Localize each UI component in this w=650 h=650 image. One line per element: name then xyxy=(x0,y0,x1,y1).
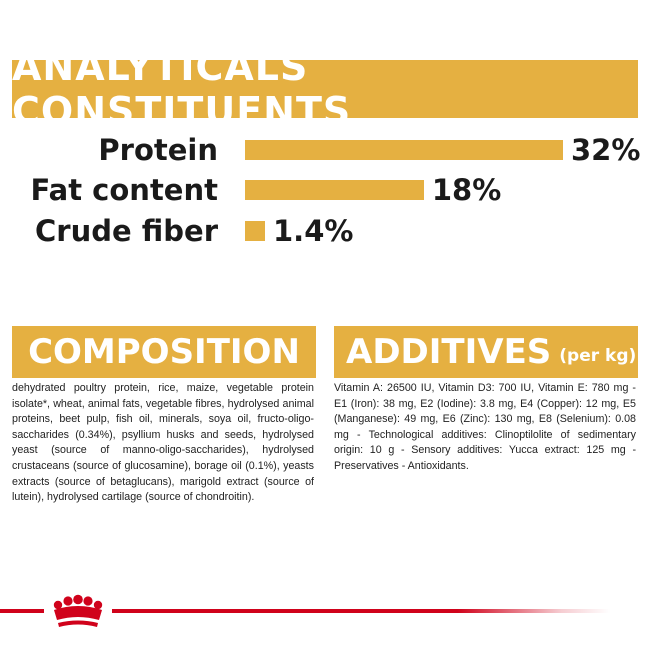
footer-divider xyxy=(0,609,610,613)
additives-subtitle: (per kg) xyxy=(559,346,637,366)
analytics-title: ANALYTICALS CONSTITUENTS xyxy=(12,45,352,133)
composition-header: COMPOSITION xyxy=(12,326,316,378)
composition-title: COMPOSITION xyxy=(28,332,300,372)
additives-text: Vitamin A: 26500 IU, Vitamin D3: 700 IU,… xyxy=(334,382,636,472)
nutrient-label: Crude fiber xyxy=(35,214,218,248)
nutrient-bar xyxy=(245,221,265,241)
nutrient-label: Fat content xyxy=(30,173,218,207)
royal-crown-icon xyxy=(44,592,112,630)
nutrient-value: 18% xyxy=(431,173,502,207)
composition-text: dehydrated poultry protein, rice, maize,… xyxy=(12,382,314,504)
nutrient-bar xyxy=(245,180,424,200)
nutrient-value: 32% xyxy=(571,133,641,167)
analytics-title-banner: ANALYTICALS CONSTITUENTS xyxy=(12,45,638,133)
nutrient-row-fat: Fat content 18% xyxy=(0,170,650,210)
additives-header: ADDITIVES (per kg) xyxy=(334,326,638,378)
nutrient-value: 1.4% xyxy=(273,214,354,248)
nutrient-row-protein: Protein 32% xyxy=(0,130,650,170)
additives-title: ADDITIVES xyxy=(346,332,552,372)
nutrient-bar xyxy=(245,140,563,160)
nutrient-row-fiber: Crude fiber 1.4% xyxy=(0,211,650,251)
nutrient-label: Protein xyxy=(98,133,218,167)
